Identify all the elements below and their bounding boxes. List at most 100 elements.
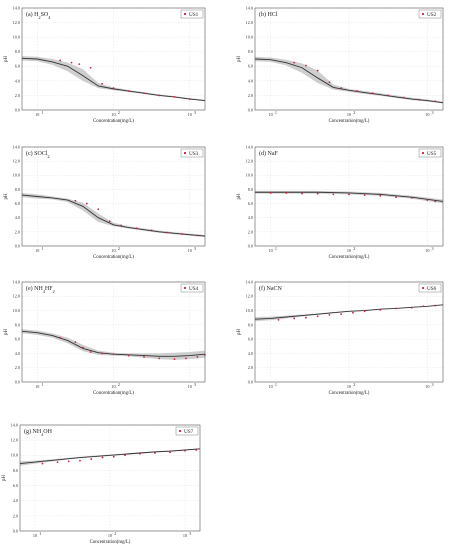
data-point xyxy=(59,59,62,62)
confidence-band xyxy=(22,56,205,102)
y-tick-label: 12.0 xyxy=(246,159,253,164)
y-tick-label: 14.0 xyxy=(246,144,253,149)
x-tick-label: 10 xyxy=(188,384,192,389)
y-tick-label: 8.0 xyxy=(248,322,253,327)
y-axis-title: pH xyxy=(237,56,242,62)
data-point xyxy=(74,341,77,343)
data-point xyxy=(363,194,366,196)
data-point xyxy=(363,310,366,313)
y-axis-title: pH xyxy=(237,329,242,335)
plot-frame xyxy=(254,281,444,383)
x-tick-label: 10 xyxy=(111,112,115,117)
y-tick-label: 12.0 xyxy=(246,20,253,25)
x-axis-title: Concentration(mg/L) xyxy=(90,540,131,545)
data-point xyxy=(101,352,103,355)
data-point xyxy=(387,94,390,97)
data-point xyxy=(108,220,111,223)
x-tick-label: 10 xyxy=(269,248,273,253)
x-axis-title: Concentration(mg/L) xyxy=(93,391,134,396)
legend-label: US5 xyxy=(427,151,437,157)
x-tick-exponent: 2 xyxy=(353,246,355,251)
plot-area xyxy=(255,282,443,382)
x-tick-label: 10 xyxy=(35,248,39,253)
plot-frame xyxy=(254,146,444,247)
y-tick-label: 14.0 xyxy=(11,422,18,427)
data-point xyxy=(112,87,115,90)
plot-frame xyxy=(19,424,201,532)
chart-panel-1: 0.02.04.06.08.010.012.014.010 1 10 2 10 3(a) … xyxy=(4,5,206,124)
x-tick-label: 10 xyxy=(35,112,39,117)
x-tick-exponent: 3 xyxy=(194,110,196,115)
data-point xyxy=(379,194,382,197)
data-point xyxy=(195,449,198,451)
y-tick-label: 14.0 xyxy=(246,5,253,10)
legend-marker xyxy=(183,151,187,155)
legend-label: US6 xyxy=(427,286,437,292)
legend-box xyxy=(180,9,204,19)
y-tick-label: 2.0 xyxy=(15,229,20,234)
x-tick-exponent: 3 xyxy=(189,531,191,536)
data-point xyxy=(293,61,296,64)
plot-area xyxy=(22,282,205,382)
data-point xyxy=(184,449,186,452)
data-point xyxy=(196,234,199,237)
y-tick-label: 10.0 xyxy=(13,35,20,40)
y-tick-label: 0.0 xyxy=(15,243,20,248)
data-point xyxy=(305,316,307,319)
x-tick-exponent: 2 xyxy=(118,246,120,251)
data-point xyxy=(348,193,350,196)
data-point xyxy=(79,459,81,462)
data-point xyxy=(127,90,130,92)
panel-label: (a) H2SO4 xyxy=(26,11,51,20)
y-tick-label: 10.0 xyxy=(246,35,253,40)
x-tick-label: 10 xyxy=(347,384,351,389)
x-tick-label: 10 xyxy=(425,248,429,253)
y-tick-label: 6.0 xyxy=(15,201,20,206)
y-tick-label: 14.0 xyxy=(13,5,20,10)
y-axis-title: pH xyxy=(4,56,9,62)
y-tick-label: 14.0 xyxy=(13,144,20,149)
data-point xyxy=(101,456,104,459)
y-tick-label: 4.0 xyxy=(248,351,253,356)
x-tick-exponent: 3 xyxy=(194,382,196,387)
x-tick-label: 10 xyxy=(188,112,192,117)
data-point xyxy=(328,313,331,316)
data-point xyxy=(67,460,70,463)
data-point xyxy=(135,227,138,230)
data-point xyxy=(85,202,88,205)
legend-label: US7 xyxy=(184,429,194,435)
data-point xyxy=(143,356,145,358)
y-tick-label: 12.0 xyxy=(13,159,20,164)
plot-frame xyxy=(254,7,444,111)
x-axis-title: Concentration(mg/L) xyxy=(93,255,134,260)
x-tick-label: 10 xyxy=(111,384,115,389)
y-tick-label: 12.0 xyxy=(13,20,20,25)
y-tick-label: 10.0 xyxy=(246,173,253,178)
y-tick-label: 8.0 xyxy=(248,49,253,54)
panel-label: (c) SOCl2 xyxy=(26,150,50,159)
x-tick-exponent: 1 xyxy=(275,382,277,387)
y-tick-label: 2.0 xyxy=(13,513,18,518)
plot-frame xyxy=(21,146,206,247)
y-tick-label: 4.0 xyxy=(15,351,20,356)
y-tick-label: 6.0 xyxy=(15,64,20,69)
x-tick-exponent: 1 xyxy=(39,531,41,536)
data-point xyxy=(316,315,319,318)
data-point xyxy=(340,87,343,90)
data-point xyxy=(434,200,437,203)
y-tick-label: 0.0 xyxy=(13,528,18,533)
y-tick-label: 12.0 xyxy=(13,294,20,299)
y-axis-title: pH xyxy=(2,475,7,481)
x-tick-exponent: 2 xyxy=(118,382,120,387)
legend-marker xyxy=(178,429,182,433)
x-tick-label: 10 xyxy=(108,533,112,538)
x-tick-exponent: 3 xyxy=(194,246,196,251)
data-point xyxy=(196,356,199,358)
data-point xyxy=(422,305,425,308)
y-tick-label: 8.0 xyxy=(15,322,20,327)
y-tick-label: 10.0 xyxy=(13,173,20,178)
data-point xyxy=(395,196,397,199)
y-tick-label: 2.0 xyxy=(248,365,253,370)
data-point xyxy=(301,192,303,195)
data-point xyxy=(410,306,413,309)
